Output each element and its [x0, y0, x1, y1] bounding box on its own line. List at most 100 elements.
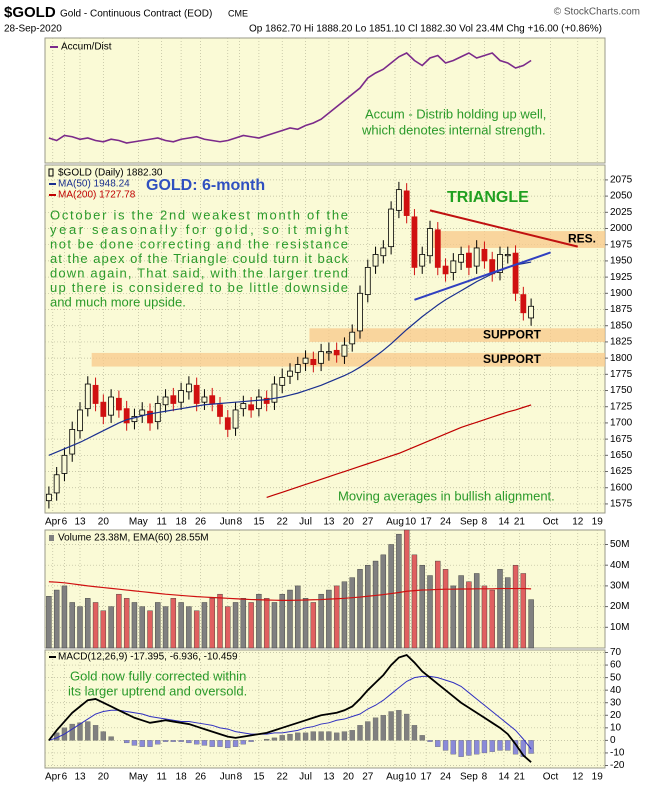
volume-bar	[100, 610, 107, 649]
candle-body	[318, 351, 325, 364]
histogram-bar	[481, 740, 488, 754]
candle-body	[411, 216, 418, 268]
x-tick-label: 10	[405, 772, 417, 783]
candle-body	[232, 409, 239, 429]
candle-body	[357, 292, 363, 332]
volume-bar	[419, 564, 425, 649]
histogram-bar	[209, 740, 215, 747]
candle-body	[364, 266, 371, 296]
volume-bar	[295, 585, 301, 649]
volume-bar	[53, 589, 60, 649]
x-tick-label: Jul	[299, 517, 312, 528]
band-label: SUPPORT	[483, 327, 542, 341]
volume-bar	[193, 610, 200, 649]
volume-bar	[209, 598, 215, 649]
x-tick-label: 11	[156, 772, 167, 783]
plot-layer: 1575160016251650167517001725175017751800…	[44, 37, 633, 783]
candle-body	[279, 377, 286, 386]
candle-body	[294, 364, 301, 373]
candle-body	[271, 383, 278, 403]
volume-bar	[85, 598, 91, 649]
histogram-bar	[85, 721, 91, 741]
annotation: which denotes internal strength.	[361, 122, 546, 137]
volume-bar	[46, 596, 52, 649]
volume-bar	[396, 533, 402, 649]
annotation: not be done correcting and the resistanc…	[50, 236, 348, 251]
x-tick-label: Apr	[45, 517, 61, 528]
x-tick-label: Oct	[543, 517, 559, 528]
annotation: October is the 2nd weakest month of the	[50, 207, 348, 222]
volume-bar	[341, 581, 348, 649]
volume-bar	[256, 593, 262, 649]
volume-bar	[178, 602, 184, 649]
volume-bar	[349, 577, 355, 649]
x-tick-label: Jun	[220, 772, 236, 783]
x-tick-label: 17	[421, 772, 433, 783]
histogram-bar	[427, 740, 433, 742]
histogram-bar	[310, 731, 316, 741]
candle-body	[481, 248, 488, 262]
annotation: Gold now fully corrected within	[70, 668, 246, 683]
candle-body	[287, 370, 293, 377]
y-tick-label: 10	[610, 722, 622, 733]
x-tick-label: 8	[482, 772, 488, 783]
legend-swatch	[49, 535, 54, 541]
histogram-bar	[380, 715, 386, 741]
candle-body	[248, 404, 255, 411]
y-tick-label: 50	[610, 672, 622, 683]
volume-bar	[201, 602, 208, 649]
volume-bar	[61, 585, 68, 649]
histogram-bar	[100, 731, 106, 741]
volume-bar	[131, 602, 138, 649]
histogram-bar	[528, 740, 534, 754]
histogram-bar	[334, 732, 340, 741]
histogram-bar	[124, 740, 130, 744]
volume-bar	[92, 602, 99, 649]
quote: Op 1862.70 Hi 1888.20 Lo 1851.10 Cl 1882…	[249, 24, 602, 35]
histogram-bar	[271, 737, 278, 741]
candle-body	[162, 396, 169, 406]
histogram-bar	[466, 740, 472, 756]
annotation: at the apex of the Triangle could turn i…	[50, 251, 349, 266]
histogram-bar	[326, 731, 332, 741]
x-tick-label: Sep	[460, 772, 478, 783]
x-tick-label: 13	[323, 772, 335, 783]
histogram-bar	[139, 740, 145, 747]
legend-price: $GOLD (Daily) 1882.30	[58, 168, 163, 179]
x-tick-label: 17	[421, 517, 433, 528]
trendline	[429, 209, 579, 248]
x-tick-label: Jun	[220, 517, 236, 528]
x-tick-label: 12	[572, 772, 584, 783]
candle-body	[53, 474, 60, 494]
x-tick-label: 27	[362, 517, 374, 528]
volume-bar	[512, 564, 519, 649]
y-tick-label: -10	[610, 748, 625, 759]
volume-bar	[466, 581, 472, 649]
volume-bar	[357, 569, 363, 649]
signal-line	[48, 675, 532, 750]
instrument-name: Gold - Continuous Contract (EOD)	[60, 9, 212, 20]
x-tick-label: May	[129, 517, 148, 528]
candle-body	[504, 254, 511, 257]
y-tick-label: 30M	[610, 581, 629, 592]
histogram-bar	[302, 732, 309, 741]
candle-body	[372, 254, 379, 267]
candle-body	[450, 260, 457, 273]
x-tick-label: 8	[482, 517, 488, 528]
candle-body	[388, 208, 395, 248]
volume-bar	[147, 610, 153, 649]
candle-body	[263, 397, 270, 404]
candle-body	[224, 417, 231, 430]
x-tick-label: Oct	[543, 772, 559, 783]
y-tick-label: 1575	[610, 499, 633, 510]
x-tick-label: Jul	[299, 772, 312, 783]
y-tick-label: 2025	[610, 207, 633, 218]
volume-bar	[388, 544, 394, 649]
x-tick-label: 6	[62, 517, 68, 528]
x-tick-label: 6	[62, 772, 68, 783]
y-tick-label: 1625	[610, 466, 633, 477]
histogram-bar	[240, 740, 246, 745]
volume-bar	[302, 598, 309, 649]
pattern-label: TRIANGLE	[447, 189, 529, 206]
candle-body	[61, 454, 68, 474]
